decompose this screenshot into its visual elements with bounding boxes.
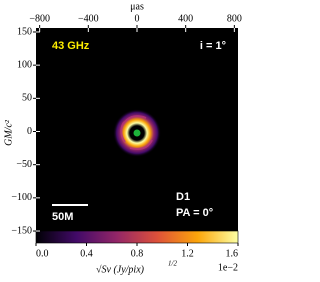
x-axis-label: μas [130,1,144,12]
y-tick-label: 150 [17,26,32,37]
colorbar-label-exponent: 1/2 [168,260,177,268]
chart: 43 GHz i = 1° D1 PA = 0° 50M μas GM/c² √… [3,1,242,275]
pa-label: PA = 0° [176,207,213,219]
colorbar-tick-label: 1.6 [226,248,239,259]
model-label: D1 [176,191,190,203]
y-axis-label: GM/c² [3,119,14,146]
colorbar-offset: 1e−2 [218,262,238,273]
frequency-label: 43 GHz [52,40,90,52]
black-hole-marker [132,128,142,138]
y-tick-label: −50 [16,159,32,170]
x-tick-label: −400 [78,13,99,24]
inclination-label: i = 1° [200,40,226,52]
y-tick-label: 50 [22,93,32,104]
colorbar-label: √Sν (Jy/pix) [96,264,145,275]
spiral-arms [120,115,153,150]
y-tick-label: 0 [27,126,32,137]
x-tick-label: −800 [29,13,50,24]
x-tick-label: 800 [227,13,242,24]
colorbar-tick-label: 0.8 [131,248,144,259]
y-tick-label: −100 [11,192,32,203]
scale-bar-label: 50M [52,211,73,223]
y-tick-label: −150 [11,225,32,236]
colorbar-tick-label: 1.2 [181,248,194,259]
x-tick-label: 0 [135,13,140,24]
colorbar-tick-label: 0.4 [80,248,93,259]
x-tick-label: 400 [178,13,193,24]
colorbar-tick-label: 0.0 [36,248,49,259]
colorbar [35,230,239,244]
y-tick-label: 100 [17,59,32,70]
